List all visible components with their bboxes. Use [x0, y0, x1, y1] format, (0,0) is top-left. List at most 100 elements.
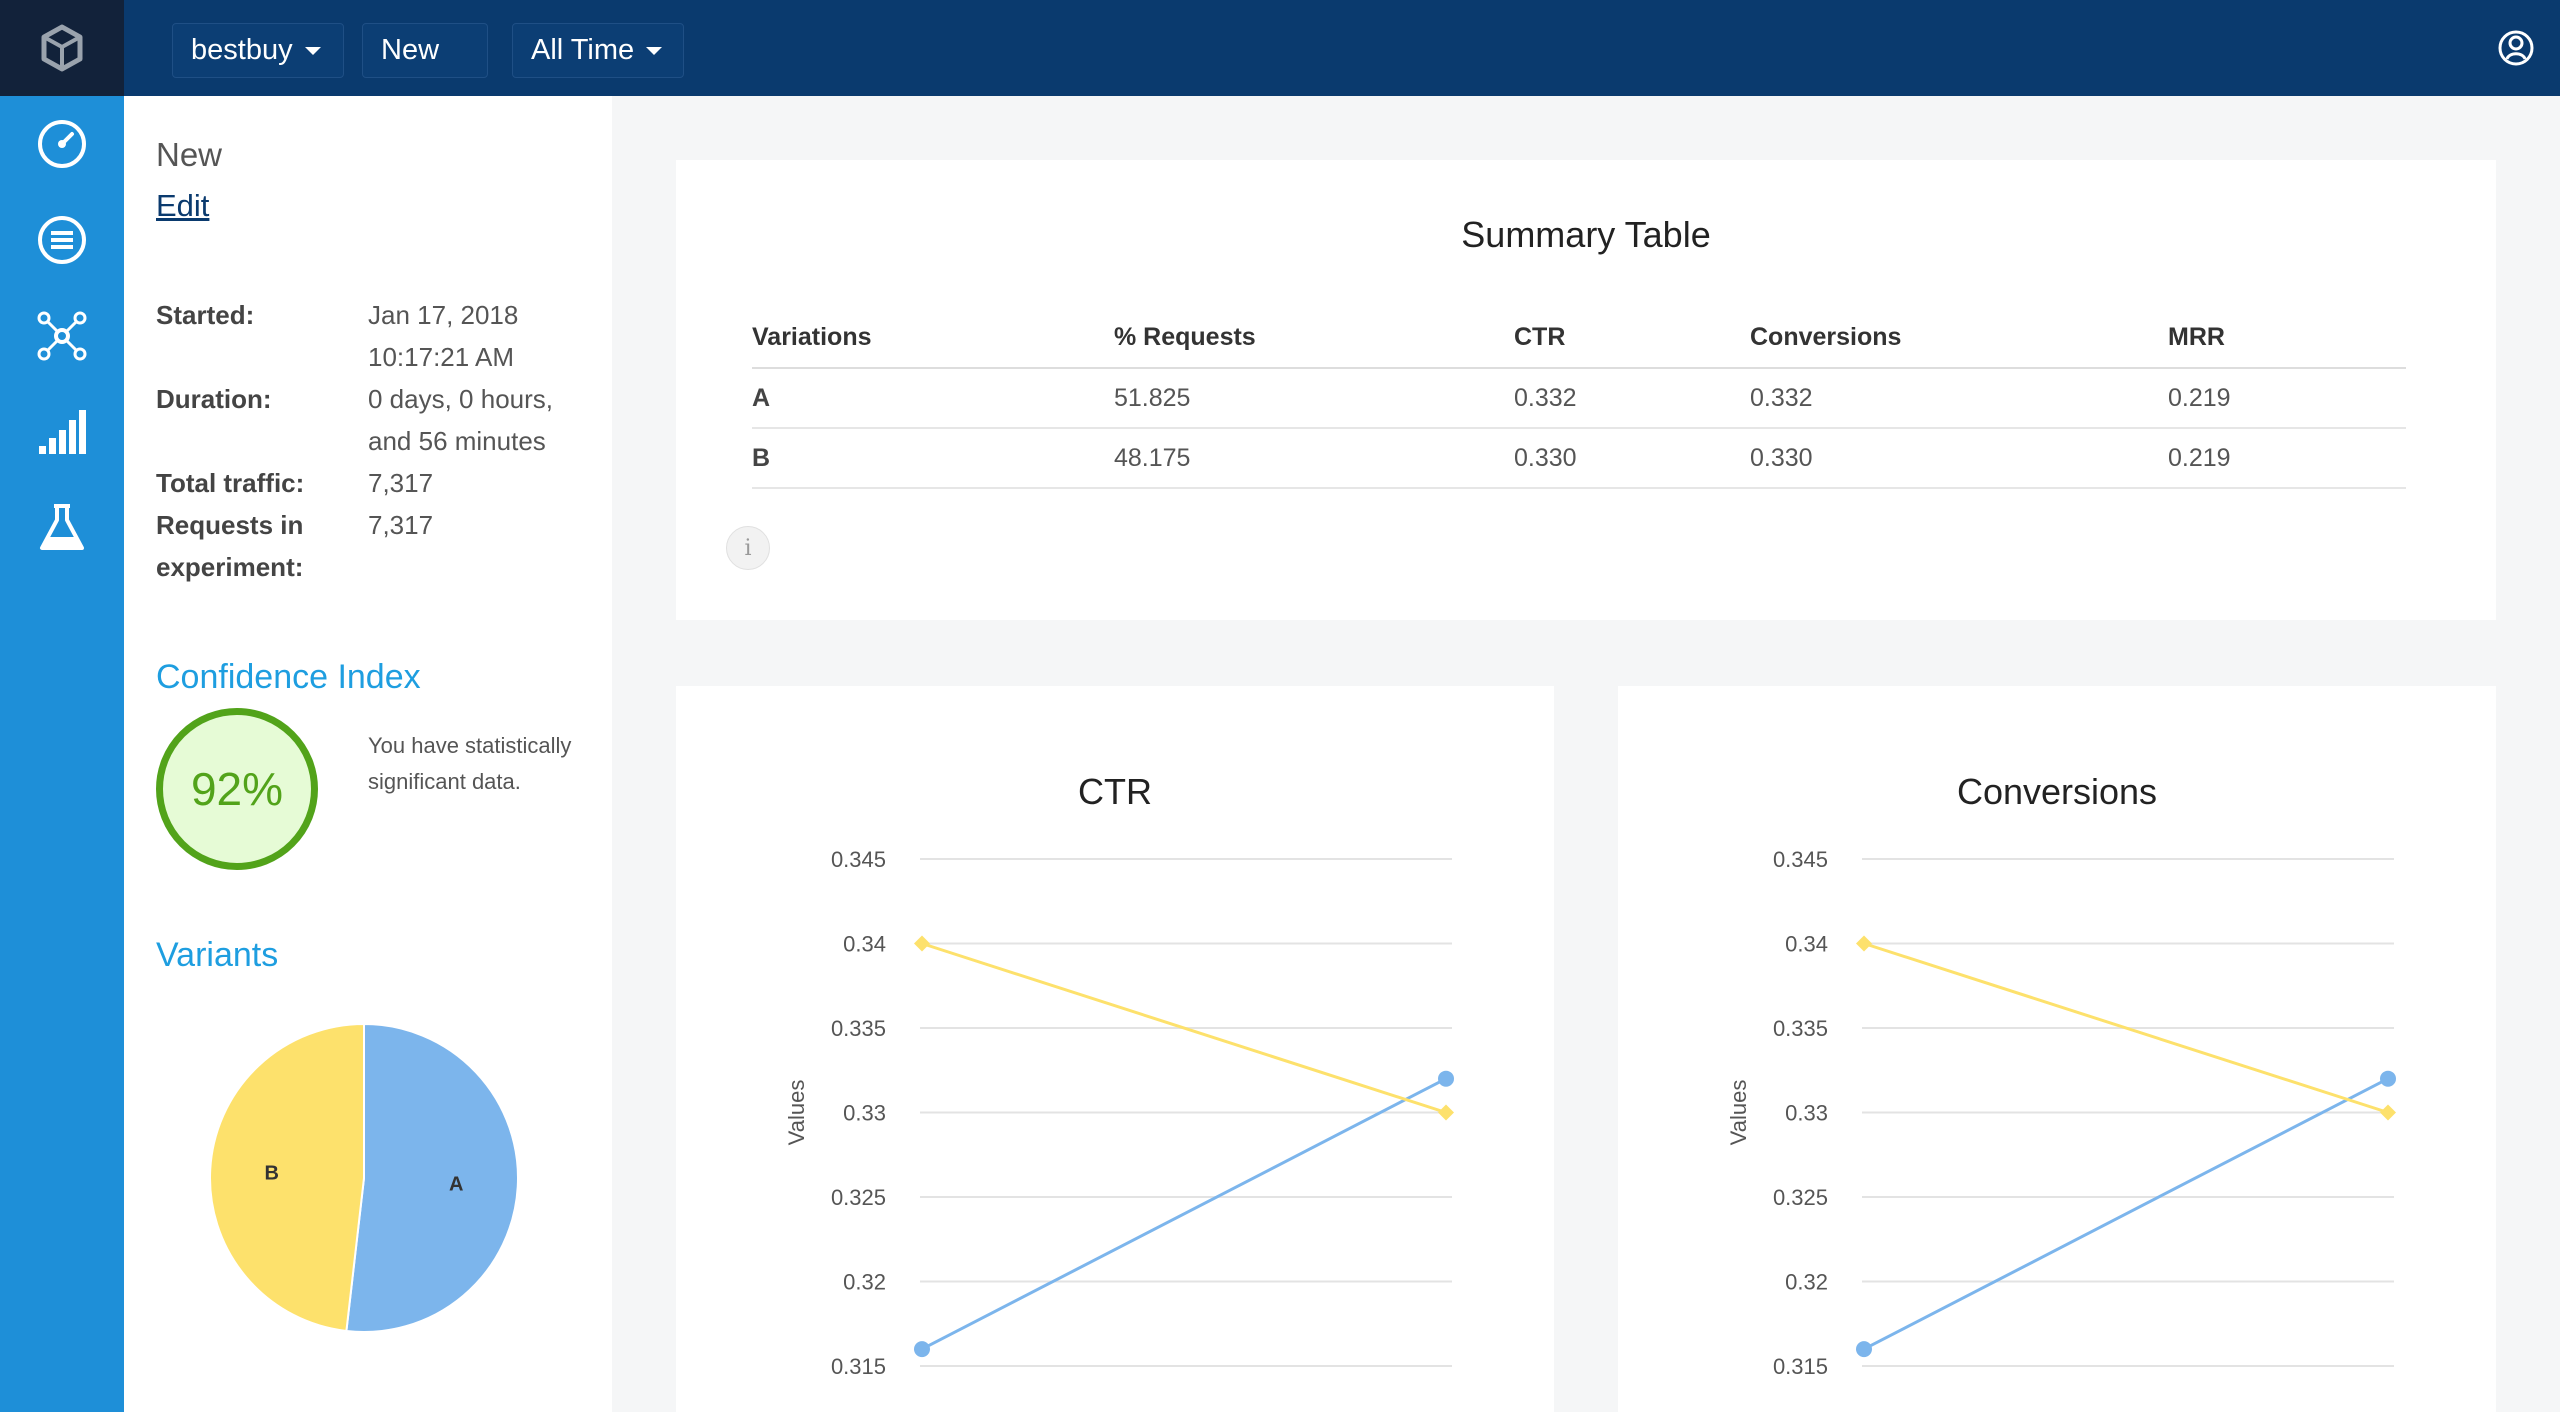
project-dropdown-label: bestbuy [191, 34, 293, 66]
experiment-name: New [156, 136, 223, 173]
table-cell: 51.825 [1114, 368, 1514, 429]
y-tick-label: 0.335 [1773, 1016, 1828, 1041]
chart-title: CTR [1078, 771, 1152, 812]
y-axis-label: Values [784, 1080, 809, 1146]
y-axis-label: Values [1726, 1080, 1751, 1146]
pie-slice [345, 1022, 519, 1333]
y-tick-label: 0.33 [843, 1101, 886, 1126]
requests-label-line2: experiment: [156, 552, 304, 582]
left-nav [0, 96, 124, 1412]
pie-slice-label: B [265, 1163, 279, 1185]
y-tick-label: 0.325 [831, 1185, 886, 1210]
nav-item-list[interactable] [32, 210, 92, 270]
requests-label-line1: Requests in [156, 510, 304, 540]
dashboard-gauge-icon [38, 120, 86, 168]
nav-item-experiments[interactable] [32, 498, 92, 558]
series-line [921, 942, 1447, 1114]
info-icon[interactable]: i [726, 526, 770, 570]
summary-table: Variations % Requests CTR Conversions MR… [752, 308, 2406, 489]
signal-bars-icon [39, 410, 86, 454]
ctr-line-chart: CTR Values 0.345 0.34 0.335 0.33 0.325 0.32 0.31… [784, 771, 1454, 1379]
duration-value-line2: and 56 minutes [368, 426, 546, 456]
app-logo[interactable] [0, 0, 124, 96]
data-point [2380, 1070, 2396, 1087]
table-cell: 48.175 [1114, 428, 1514, 489]
data-point [1856, 935, 1872, 952]
variants-title: Variants [156, 936, 279, 974]
nav-item-dashboard[interactable] [32, 114, 92, 174]
list-icon [38, 216, 86, 264]
y-tick-label: 0.315 [1773, 1354, 1828, 1379]
data-point [914, 1341, 930, 1358]
duration-label: Duration: [156, 384, 272, 414]
conversions-line-chart: Conversions Values 0.345 0.34 0.335 0.33 0.325… [1726, 771, 2396, 1379]
data-point [1438, 1104, 1454, 1121]
started-label: Started: [156, 300, 255, 330]
project-dropdown[interactable]: bestbuy [172, 23, 344, 78]
conversions-chart-card: Conversions Values 0.345 0.34 0.335 0.33 0.325… [1618, 686, 2496, 1412]
confidence-value: 92% [190, 763, 284, 815]
network-icon [37, 311, 87, 361]
time-range-dropdown[interactable]: All Time [512, 23, 684, 78]
y-tick-label: 0.33 [1785, 1101, 1828, 1126]
requests-value: 7,317 [368, 510, 434, 540]
series-line [1863, 942, 2389, 1114]
y-tick-label: 0.32 [1785, 1270, 1828, 1295]
flask-icon [40, 504, 84, 550]
series-line [921, 1077, 1447, 1351]
table-row: B 48.175 0.330 0.330 0.219 [752, 428, 2406, 489]
confidence-message-line2: significant data. [368, 769, 521, 794]
y-tick-label: 0.335 [831, 1016, 886, 1041]
data-point [1438, 1070, 1454, 1087]
top-bar: bestbuy New All Time [0, 0, 2560, 96]
started-date: Jan 17, 2018 [368, 300, 519, 330]
chart-title: Conversions [1957, 771, 2157, 812]
traffic-label: Total traffic: [156, 468, 305, 498]
table-cell: 0.332 [1750, 368, 2168, 429]
experiment-info-panel: New Edit Started: Jan 17, 2018 10:17:21 … [124, 96, 612, 1412]
experiment-button[interactable]: New [362, 23, 488, 78]
chevron-down-icon [304, 46, 321, 55]
confidence-message: You have statistically significant data. [368, 728, 598, 800]
column-header[interactable]: Conversions [1750, 308, 2168, 369]
y-tick-label: 0.325 [1773, 1185, 1828, 1210]
table-cell: B [752, 428, 1114, 489]
nav-item-stats[interactable] [32, 402, 92, 462]
y-tick-label: 0.345 [1773, 847, 1828, 872]
data-point [2380, 1104, 2396, 1121]
confidence-title: Confidence Index [156, 658, 421, 696]
y-tick-label: 0.34 [843, 932, 886, 957]
user-circle-icon[interactable] [2496, 28, 2536, 68]
pie-slice-label: A [449, 1173, 463, 1195]
traffic-value: 7,317 [368, 468, 434, 498]
experiment-button-label: New [381, 34, 440, 66]
ctr-chart-card: CTR Values 0.345 0.34 0.335 0.33 0.325 0.32 0.31… [676, 686, 1554, 1412]
edit-link[interactable]: Edit [156, 188, 210, 223]
cube-logo-icon [41, 24, 83, 72]
started-time: 10:17:21 AM [368, 342, 514, 372]
confidence-message-line1: You have statistically [368, 733, 572, 758]
column-header[interactable]: MRR [2168, 308, 2406, 369]
y-tick-label: 0.315 [831, 1354, 886, 1379]
y-tick-label: 0.32 [843, 1270, 886, 1295]
series-line [1863, 1077, 2389, 1351]
confidence-gauge: 92% [156, 708, 318, 870]
summary-card: Summary Table Variations % Requests CTR … [676, 160, 2496, 620]
duration-value-line1: 0 days, 0 hours, [368, 384, 553, 414]
table-cell: 0.219 [2168, 428, 2406, 489]
column-header[interactable]: % Requests [1114, 308, 1514, 369]
time-range-label: All Time [531, 34, 635, 66]
pie-slice [209, 1022, 365, 1333]
y-tick-label: 0.345 [831, 847, 886, 872]
data-point [1856, 1341, 1872, 1358]
column-header[interactable]: CTR [1514, 308, 1750, 369]
table-cell: 0.330 [1514, 428, 1750, 489]
table-header-row: Variations % Requests CTR Conversions MR… [752, 308, 2406, 369]
y-tick-label: 0.34 [1785, 932, 1828, 957]
table-cell: 0.330 [1750, 428, 2168, 489]
chevron-down-icon [646, 46, 663, 55]
nav-item-network[interactable] [32, 306, 92, 366]
variants-pie-chart: AB [209, 1022, 519, 1333]
table-cell: A [752, 368, 1114, 429]
column-header[interactable]: Variations [752, 308, 1114, 369]
